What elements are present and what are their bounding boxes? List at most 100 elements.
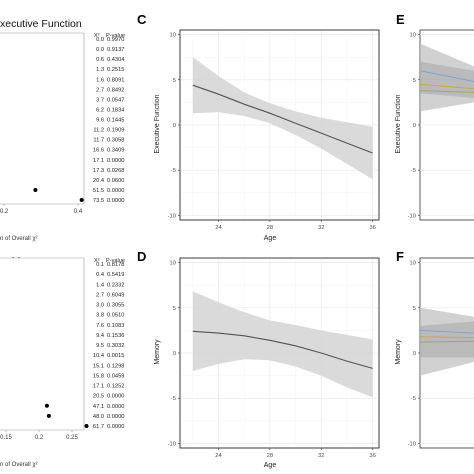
table-pvalue: 0.0000 [107, 198, 124, 204]
y-tick-label: 10 [170, 33, 176, 39]
table-chi-value: 15.8 [93, 373, 104, 379]
panel-b-header-pvalue: P-value [106, 258, 125, 264]
table-pvalue: 0.3409 [107, 148, 124, 154]
data-point [44, 403, 49, 408]
y-tick-label: -10 [408, 441, 416, 447]
group-line [419, 340, 474, 343]
panel-b: e: Memory X² P-value 0.150.20.25 0.10.81… [0, 255, 125, 468]
table-chi-value: 16.6 [93, 148, 104, 154]
y-tick-label: 0 [173, 351, 176, 357]
plot-background [0, 32, 85, 205]
panel-a-plot-area: 0.2 0.4 [0, 32, 85, 215]
table-pvalue: 0.9970 [107, 37, 124, 43]
panel-a: xecutive Function X² P-value 0.2 0.4 0.0 0… [0, 18, 125, 242]
y-tick-label: 5 [173, 78, 176, 84]
table-pvalue: 0.8091 [107, 77, 124, 83]
panel-d: D Memory -10 -5 0 5 10 24 28 32 36 Age [137, 249, 380, 469]
table-chi-value: 2.7 [96, 292, 104, 298]
panel-a-xlabel: n of Overall χ² [0, 236, 38, 242]
panel-b-xlabel: n of Overall χ² [0, 462, 38, 468]
group-line [419, 83, 474, 90]
y-tick-label: 10 [410, 261, 416, 267]
y-tick-label: 10 [410, 33, 416, 39]
table-pvalue: 0.1083 [107, 323, 124, 329]
data-point [84, 424, 89, 428]
panel-b-header-chi: X² [94, 258, 100, 264]
table-pvalue: 0.0510 [107, 313, 124, 319]
fitted-line [192, 84, 373, 154]
group-line [419, 336, 474, 339]
table-chi-value: 2.7 [96, 87, 104, 93]
table-pvalue: 0.6049 [107, 292, 124, 298]
panel-d-ylabel: Memory [154, 339, 161, 365]
table-chi-value: 7.6 [96, 323, 104, 329]
x-tick-label: 0.15 [0, 435, 12, 441]
table-chi-value: 0.0 [96, 47, 104, 53]
x-tick-label: 28 [267, 225, 273, 231]
plot-border [179, 29, 380, 221]
y-tick-label: -10 [408, 213, 416, 219]
table-pvalue: 0.4304 [107, 57, 124, 63]
panel-c-plot: -10 -5 0 5 10 24 28 32 36 [168, 29, 380, 231]
table-pvalue: 0.1909 [107, 128, 124, 134]
table-pvalue: 0.1252 [107, 384, 124, 390]
y-tick-label: -10 [168, 213, 176, 219]
data-point [33, 187, 38, 192]
table-pvalue: 0.5419 [107, 272, 124, 278]
table-pvalue: 0.0459 [107, 373, 124, 379]
y-tick-label: -5 [411, 168, 416, 174]
panel-c-xlabel: Age [264, 235, 277, 242]
y-tick-label: 0 [413, 351, 416, 357]
table-pvalue: 0.3032 [107, 343, 124, 349]
table-chi-value: 11.7 [93, 138, 104, 144]
table-pvalue: 0.3058 [107, 138, 124, 144]
x-tick-label: 36 [369, 453, 375, 459]
table-pvalue: 0.0000 [107, 158, 124, 164]
table-chi-value: 11.2 [93, 128, 104, 134]
plot-background [0, 257, 85, 431]
panel-d-xlabel: Age [264, 462, 277, 469]
plot-border [179, 257, 380, 449]
table-chi-value: 1.4 [96, 282, 104, 288]
panel-b-plot-area: 0.15 0.2 0.25 [0, 257, 89, 441]
x-tick-label: 0.25 [66, 435, 78, 441]
x-tick-label: 36 [369, 225, 375, 231]
table-pvalue: 0.0000 [107, 424, 124, 430]
table-chi-value: 20.5 [93, 394, 104, 400]
table-pvalue: 0.0015 [107, 353, 124, 359]
panel-f-plot: -10 -5 0 5 10 [408, 257, 474, 449]
y-tick-label: 0 [413, 123, 416, 129]
y-tick-label: -5 [171, 396, 176, 402]
table-pvalue: 0.0600 [107, 178, 124, 184]
table-chi-value: 3.0 [96, 303, 104, 309]
table-chi-value: 1.3 [96, 67, 104, 73]
x-tick-label: 0.4 [74, 209, 83, 215]
table-pvalue: 0.2332 [107, 282, 124, 288]
table-pvalue: 0.1536 [107, 333, 124, 339]
table-pvalue: 0.0000 [107, 394, 124, 400]
table-chi-value: 1.6 [96, 77, 104, 83]
table-pvalue: 0.1834 [107, 107, 124, 113]
table-chi-value: 6.2 [96, 107, 104, 113]
y-tick-label: 5 [413, 306, 416, 312]
panel-c-ylabel: Executive Function [154, 94, 161, 153]
table-pvalue: 0.1445 [107, 118, 124, 124]
panel-a-title: xecutive Function [0, 18, 82, 30]
x-tick-label: 24 [215, 225, 222, 231]
panel-letter-f: F [396, 249, 404, 264]
y-tick-label: 5 [413, 78, 416, 84]
x-tick-label: 0.2 [35, 435, 44, 441]
table-chi-value: 10.4 [93, 353, 104, 359]
table-pvalue: 0.3055 [107, 303, 124, 309]
table-chi-value: 0.4 [96, 272, 104, 278]
confidence-band-inner [420, 61, 474, 98]
table-pvalue: 0.8178 [107, 262, 124, 268]
table-chi-value: 51.5 [93, 188, 104, 194]
table-chi-value: 48.0 [93, 414, 104, 420]
table-chi-value: 0.6 [96, 57, 104, 63]
table-chi-value: 73.5 [93, 198, 104, 204]
x-tick-label: 24 [215, 453, 222, 459]
panel-f: F Memory -10 -5 0 5 10 [395, 249, 474, 449]
